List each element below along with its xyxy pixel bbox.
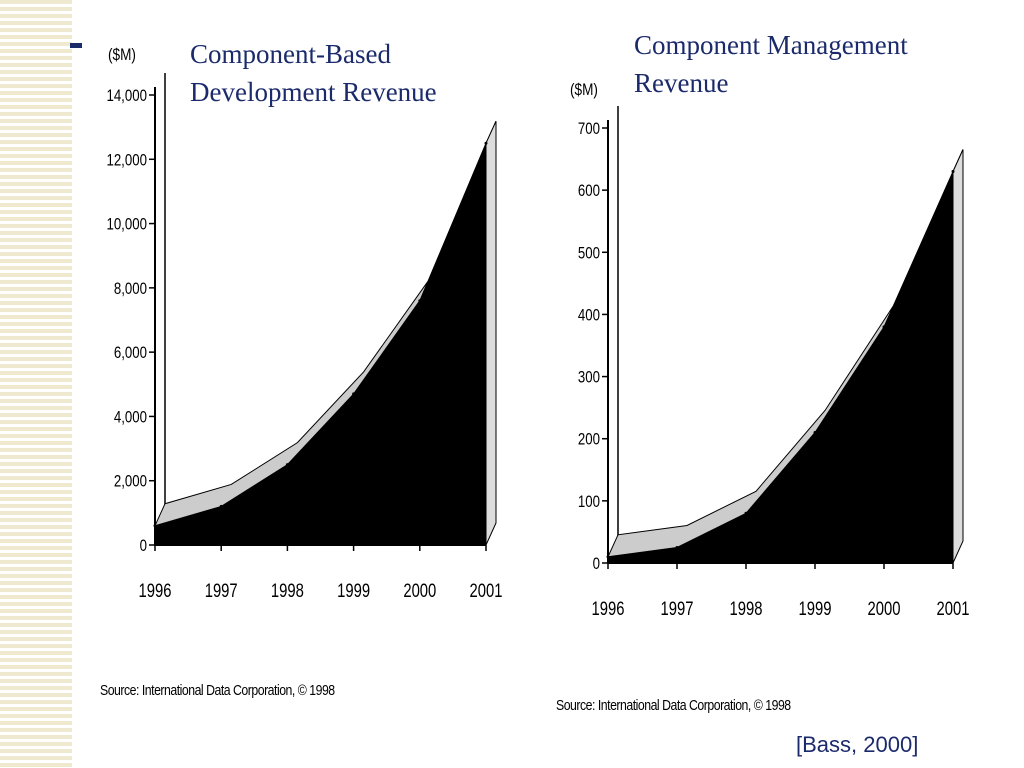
data-point-1997: [675, 545, 679, 549]
y-tick-label: 0: [140, 537, 147, 556]
x-tick-label: 1999: [799, 598, 832, 619]
data-point-2001: [951, 170, 955, 173]
y-tick-label: 14,000: [106, 87, 147, 106]
slide-stripe-decoration: [0, 0, 72, 768]
x-tick-label: 2000: [403, 580, 436, 601]
source-note-cbd: Source: International Data Corporation, …: [100, 682, 335, 699]
y-tick-label: 8,000: [114, 279, 147, 298]
chart-1: 0 2,000 4,000 6,000 8,000 10,000 12,000 14,000 1…: [106, 46, 502, 602]
x-tick-label: 1998: [730, 598, 763, 619]
y-tick-label: 600: [578, 182, 600, 201]
data-point-1997: [219, 504, 223, 508]
data-point-1999: [813, 431, 817, 434]
chart-2: 0 100 200 300 400 500 600 700 1996 1997 1998 1999 20…: [570, 81, 969, 620]
y-tick-label: 400: [578, 306, 600, 325]
area-end-face: [952, 149, 964, 564]
y-tick-label: 0: [593, 555, 600, 574]
data-point-2000: [418, 299, 422, 303]
data-point-2000: [882, 325, 886, 329]
bullet-marker: [70, 43, 82, 48]
y-tick-label: 6,000: [114, 344, 147, 363]
x-tick-label: 1996: [592, 598, 625, 619]
chart-title-cm: Component Management Revenue: [634, 30, 908, 98]
y-axis-unit-label: ($M): [108, 46, 136, 65]
citation: [Bass, 2000]: [796, 732, 919, 757]
y-tick-label: 500: [578, 244, 600, 263]
x-tick-label: 1997: [205, 580, 238, 601]
area-end-face: [485, 121, 497, 546]
y-tick-label: 12,000: [106, 151, 147, 170]
data-point-1999: [352, 392, 356, 396]
source-note-cm: Source: International Data Corporation, …: [556, 697, 791, 714]
y-tick-label: 100: [578, 492, 600, 511]
area-series: [155, 143, 486, 545]
data-point-1998: [285, 463, 289, 467]
x-tick-label: 1997: [661, 598, 694, 619]
y-tick-label: 200: [578, 430, 600, 449]
y-tick-label: 2,000: [114, 472, 147, 491]
x-tick-label: 2000: [868, 598, 901, 619]
chart-title-cbd: Component-Based Development Revenue: [190, 39, 437, 107]
area-series: [608, 171, 953, 563]
y-tick-label: 300: [578, 368, 600, 387]
data-point-2001: [484, 141, 488, 145]
y-tick-label: 4,000: [114, 408, 147, 427]
data-point-1998: [744, 511, 748, 515]
x-tick-label: 2001: [470, 580, 503, 601]
y-tick-label: 700: [578, 120, 600, 139]
y-tick-label: 10,000: [106, 215, 147, 234]
x-tick-label: 1998: [271, 580, 304, 601]
x-tick-label: 2001: [937, 598, 970, 619]
x-tick-label: 1996: [139, 580, 172, 601]
x-tick-label: 1999: [337, 580, 370, 601]
y-axis-unit-label: ($M): [570, 81, 598, 100]
